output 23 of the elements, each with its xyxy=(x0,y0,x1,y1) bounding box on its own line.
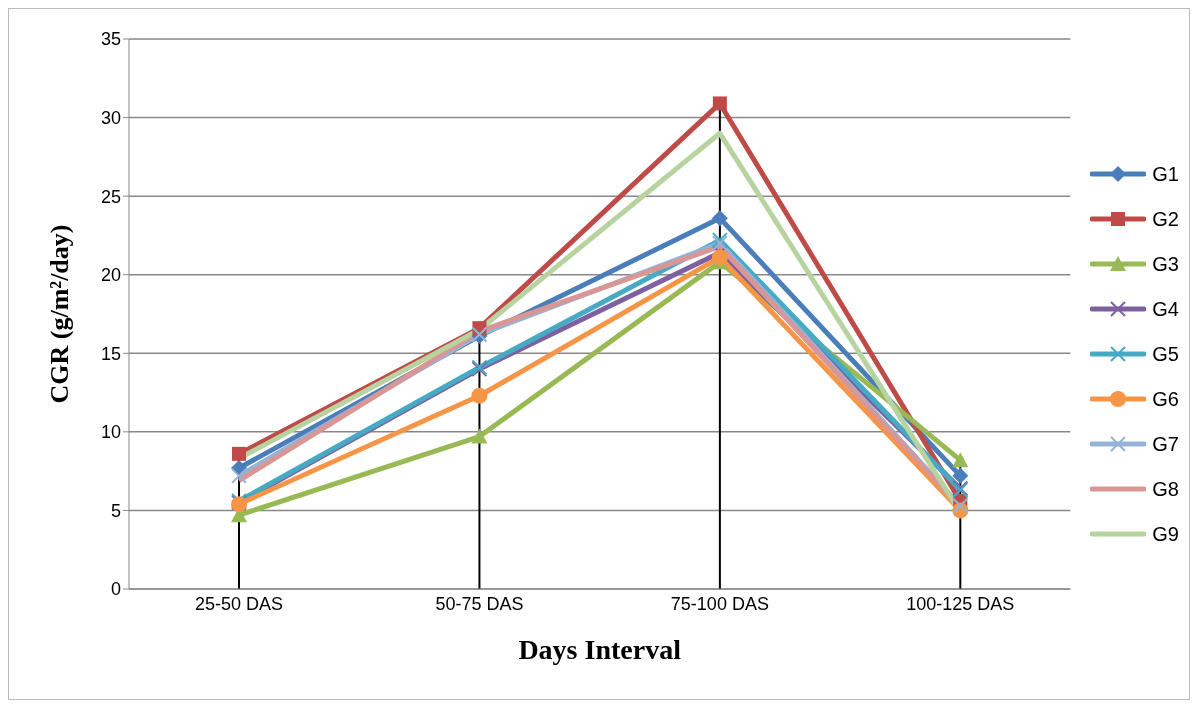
y-tick-label: 20 xyxy=(100,265,121,286)
x-tick-label: 100-125 DAS xyxy=(906,593,1015,614)
legend-label: G9 xyxy=(1152,522,1179,546)
legend-label: G3 xyxy=(1152,252,1179,276)
x-axis-title: Days Interval xyxy=(518,634,682,665)
y-axis-title: CGR (g/m²/day) xyxy=(45,224,75,404)
legend-label: G1 xyxy=(1152,162,1179,186)
legend-label: G6 xyxy=(1152,387,1179,411)
legend-label: G8 xyxy=(1152,477,1179,501)
y-tick-label: 10 xyxy=(100,422,121,443)
y-tick-label: 25 xyxy=(100,186,121,207)
x-tick-label: 75-100 DAS xyxy=(670,593,769,614)
legend-label: G5 xyxy=(1152,342,1179,366)
legend-label: G7 xyxy=(1152,432,1179,456)
y-tick-label: 5 xyxy=(110,500,121,521)
x-tick-label: 25-50 DAS xyxy=(194,593,284,614)
y-tick-label: 15 xyxy=(100,343,121,364)
x-tick-label: 50-75 DAS xyxy=(435,593,524,614)
y-tick-label: 30 xyxy=(100,107,121,128)
y-tick-label: 0 xyxy=(110,579,121,600)
legend-label: G2 xyxy=(1152,207,1179,231)
legend-label: G4 xyxy=(1152,297,1179,321)
y-tick-label: 35 xyxy=(100,29,121,50)
